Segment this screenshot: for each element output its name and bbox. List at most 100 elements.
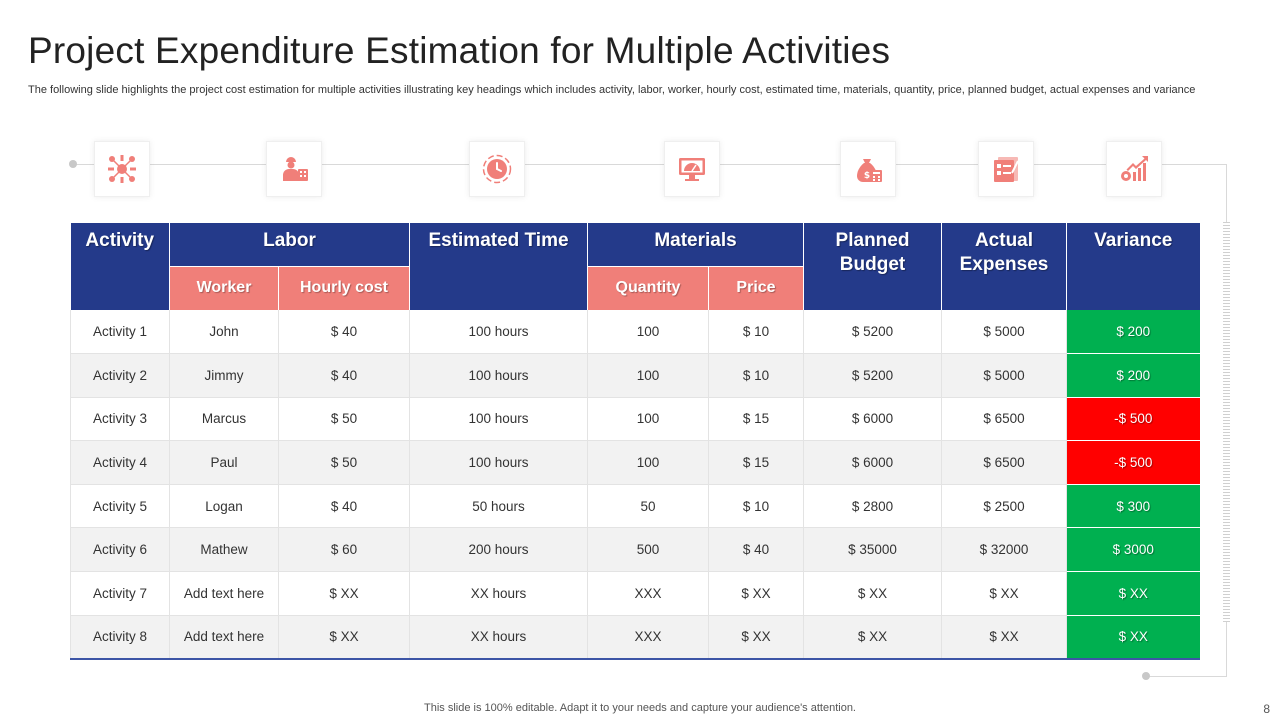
table-row: Activity 3 Marcus $ 50 100 hours 100 $ 15 $ 60…: [70, 397, 1200, 442]
clock-icon: [469, 141, 525, 197]
cell-activity: Activity 4: [70, 440, 170, 485]
timeline-end-dot: [1142, 672, 1150, 680]
cell-worker: Jimmy: [169, 353, 279, 398]
cell-variance: $ 300: [1066, 484, 1200, 529]
cell-price: $ 10: [708, 310, 804, 355]
cell-actual-expenses: $ 5000: [941, 353, 1067, 398]
table-row: Activity 2 Jimmy $ 40 100 hours 100 $ 10 $ 520…: [70, 353, 1200, 398]
monitor-icon: [664, 141, 720, 197]
cell-worker: Add text here: [169, 615, 279, 660]
cell-planned-budget: $ 5200: [803, 310, 942, 355]
cell-hourly-cost: $ 50: [278, 397, 410, 442]
cell-activity: Activity 6: [70, 527, 170, 573]
cell-hourly-cost: $ 40: [278, 310, 410, 355]
footer-note: This slide is 100% editable. Adapt it to…: [424, 702, 856, 714]
cell-quantity: 50: [587, 484, 709, 529]
page-title: Project Expenditure Estimation for Multi…: [28, 30, 891, 71]
cell-actual-expenses: $ XX: [941, 615, 1067, 660]
cell-worker: Paul: [169, 440, 279, 485]
cell-price: $ 10: [708, 484, 804, 529]
cell-worker: John: [169, 310, 279, 355]
cell-worker: Logan: [169, 484, 279, 529]
subheader-worker: Worker: [169, 265, 279, 310]
cell-price: $ XX: [708, 615, 804, 660]
cell-activity: Activity 2: [70, 353, 170, 398]
cell-actual-expenses: $ 2500: [941, 484, 1067, 529]
cell-hourly-cost: $ 50: [278, 440, 410, 485]
timeline-bottom-line: [1146, 676, 1227, 677]
cell-hourly-cost: $ XX: [278, 615, 410, 660]
cell-estimated-time: 50 hours: [409, 484, 588, 529]
cell-estimated-time: XX hours: [409, 571, 588, 616]
cell-actual-expenses: $ 32000: [941, 527, 1067, 573]
table-row: Activity 6 Mathew $ 60 200 hours 500 $ 40 $ 35…: [70, 527, 1200, 573]
timeline-start-dot: [69, 160, 77, 168]
cell-price: $ 15: [708, 397, 804, 442]
table-row: Activity 5 Logan $ 40 50 hours 50 $ 10 $ 2800 $…: [70, 484, 1200, 529]
cell-variance: $ XX: [1066, 571, 1200, 616]
cell-actual-expenses: $ 6500: [941, 440, 1067, 485]
page-subtitle: The following slide highlights the proje…: [28, 84, 1196, 96]
page-number: 8: [1263, 702, 1270, 716]
cell-quantity: 100: [587, 310, 709, 355]
cell-activity: Activity 7: [70, 571, 170, 616]
cell-worker: Add text here: [169, 571, 279, 616]
table-row: Activity 1 John $ 40 100 hours 100 $ 10 $ 5200…: [70, 310, 1200, 355]
cell-variance: $ 3000: [1066, 527, 1200, 573]
cell-planned-budget: $ 5200: [803, 353, 942, 398]
cell-variance: -$ 500: [1066, 440, 1200, 485]
workers-icon: [266, 141, 322, 197]
expenditure-table: Activity Labor Estimated Time Materials …: [70, 223, 1200, 660]
cell-hourly-cost: $ 40: [278, 484, 410, 529]
money-bag-icon: $: [840, 141, 896, 197]
header-planned-budget: Planned Budget: [803, 223, 942, 310]
cell-quantity: 500: [587, 527, 709, 573]
cell-activity: Activity 1: [70, 310, 170, 355]
cell-worker: Marcus: [169, 397, 279, 442]
timeline-line: [73, 164, 1227, 165]
timeline-dotted-segment: [1223, 222, 1230, 622]
cell-planned-budget: $ 6000: [803, 397, 942, 442]
cell-actual-expenses: $ 6500: [941, 397, 1067, 442]
header-variance: Variance: [1066, 223, 1200, 310]
cell-hourly-cost: $ XX: [278, 571, 410, 616]
cell-quantity: 100: [587, 440, 709, 485]
cell-planned-budget: $ 2800: [803, 484, 942, 529]
cell-quantity: XXX: [587, 571, 709, 616]
svg-text:$: $: [864, 171, 870, 181]
cell-planned-budget: $ XX: [803, 571, 942, 616]
header-labor: Labor: [169, 223, 410, 266]
cell-planned-budget: $ XX: [803, 615, 942, 660]
cell-planned-budget: $ 6000: [803, 440, 942, 485]
cell-price: $ XX: [708, 571, 804, 616]
header-actual-expenses: Actual Expenses: [941, 223, 1067, 310]
cell-price: $ 15: [708, 440, 804, 485]
network-icon: [94, 141, 150, 197]
table-row: Activity 7 Add text here $ XX XX hours XXX $ …: [70, 571, 1200, 616]
cell-activity: Activity 5: [70, 484, 170, 529]
cell-hourly-cost: $ 40: [278, 353, 410, 398]
cell-worker: Mathew: [169, 527, 279, 573]
table-row: Activity 8 Add text here $ XX XX hours XXX $ …: [70, 615, 1200, 660]
cell-price: $ 40: [708, 527, 804, 573]
growth-chart-icon: [1106, 141, 1162, 197]
header-estimated-time: Estimated Time: [409, 223, 588, 310]
cell-estimated-time: 100 hours: [409, 310, 588, 355]
cell-activity: Activity 3: [70, 397, 170, 442]
cell-quantity: 100: [587, 397, 709, 442]
cell-variance: $ XX: [1066, 615, 1200, 660]
cell-estimated-time: 100 hours: [409, 353, 588, 398]
cell-variance: $ 200: [1066, 310, 1200, 355]
cell-estimated-time: 100 hours: [409, 440, 588, 485]
cell-quantity: XXX: [587, 615, 709, 660]
cell-variance: $ 200: [1066, 353, 1200, 398]
subheader-price: Price: [708, 265, 804, 310]
subheader-hourly-cost: Hourly cost: [278, 265, 410, 310]
cell-hourly-cost: $ 60: [278, 527, 410, 573]
checklist-icon: [978, 141, 1034, 197]
header-activity: Activity: [70, 223, 170, 310]
cell-planned-budget: $ 35000: [803, 527, 942, 573]
cell-estimated-time: 100 hours: [409, 397, 588, 442]
cell-actual-expenses: $ XX: [941, 571, 1067, 616]
cell-price: $ 10: [708, 353, 804, 398]
